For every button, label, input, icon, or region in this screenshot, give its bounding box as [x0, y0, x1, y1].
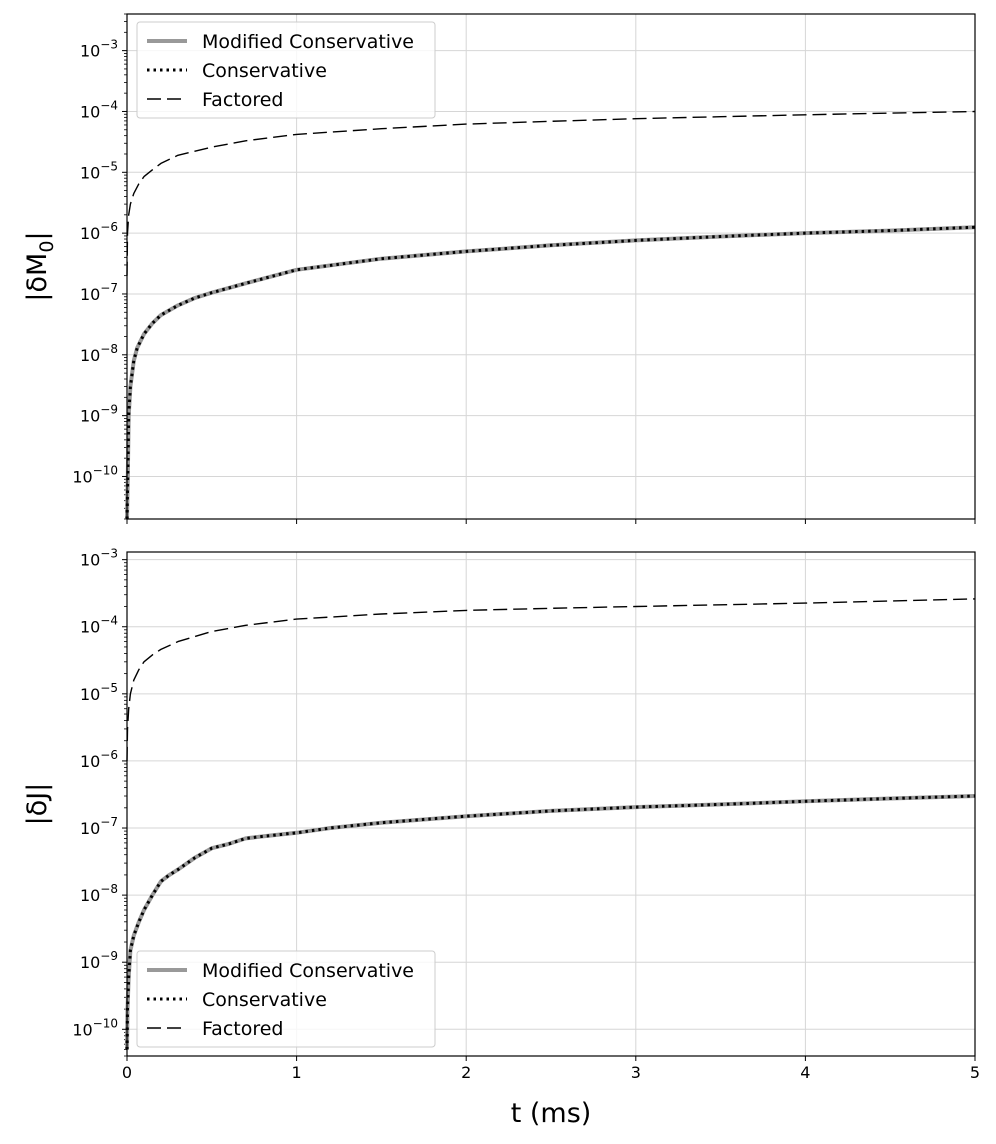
y-tick-label: 10−9	[80, 949, 118, 972]
y-tick-label: 10−4	[80, 98, 118, 121]
y-tick-label: 10−8	[80, 342, 118, 365]
y-tick-base: 10	[80, 346, 100, 365]
y-tick-base: 10	[80, 685, 100, 704]
y-tick-base: 10	[80, 42, 100, 61]
y-tick-base: 10	[80, 285, 100, 304]
y-tick-exponent: −10	[93, 1016, 118, 1030]
series-line-modified-conservative	[125, 794, 976, 1050]
x-tick-label: 2	[461, 1063, 471, 1082]
y-tick-base: 10	[80, 953, 100, 972]
legend: Modified Conservative Conservative Factore…	[136, 950, 436, 1048]
x-axis: 0 1 2 3 4 5	[122, 1056, 980, 1082]
legend-box	[136, 950, 436, 1048]
y-tick-exponent: −3	[100, 547, 118, 561]
y-tick-label: 10−4	[80, 614, 118, 637]
x-tick-label: 4	[800, 1063, 810, 1082]
y-tick-exponent: −9	[100, 949, 118, 963]
y-axis-label-base: |δM	[22, 253, 53, 302]
y-tick-label: 10−6	[80, 220, 118, 243]
x-axis	[126, 519, 976, 524]
y-tick-exponent: −8	[100, 882, 118, 896]
y-tick-base: 10	[72, 1020, 92, 1039]
legend-label: Factored	[202, 1018, 284, 1040]
y-tick-base: 10	[80, 407, 100, 426]
y-tick-label: 10−9	[80, 403, 118, 426]
y-tick-exponent: −5	[100, 159, 118, 173]
y-tick-exponent: −3	[100, 38, 118, 52]
y-tick-label: 10−6	[80, 748, 118, 771]
y-tick-exponent: −5	[100, 681, 118, 695]
y-tick-exponent: −4	[100, 98, 118, 112]
y-tick-label: 10−3	[80, 547, 118, 570]
y-tick-base: 10	[80, 886, 100, 905]
y-tick-label: 10−7	[80, 281, 118, 304]
y-tick-exponent: −6	[100, 748, 118, 762]
series-group	[125, 110, 976, 520]
y-axis-label: |δM0|	[22, 231, 58, 301]
y-tick-base: 10	[80, 618, 100, 637]
y-tick-base: 10	[80, 163, 100, 182]
x-tick-label: 5	[970, 1063, 980, 1082]
x-axis-label: t (ms)	[511, 1098, 592, 1129]
y-axis-label-end: |	[22, 231, 53, 240]
axes-frame	[126, 13, 976, 520]
x-tick-label: 1	[292, 1063, 302, 1082]
y-tick-label: 10−10	[72, 463, 118, 486]
y-tick-base: 10	[80, 752, 100, 771]
y-tick-base: 10	[80, 819, 100, 838]
y-tick-exponent: −4	[100, 614, 118, 628]
y-tick-base: 10	[72, 467, 92, 486]
chart-panel-2: 0 1 2 3 4 510−1010−910−810−710−610−510−410−3|…	[22, 547, 980, 1129]
y-tick-base: 10	[80, 224, 100, 243]
legend-label: Modified Conservative	[202, 31, 414, 53]
chart-panel-1: 10−1010−910−810−710−610−510−410−3|δM0|Mo…	[22, 13, 976, 524]
y-tick-exponent: −10	[93, 463, 118, 477]
series-line-modified-conservative	[125, 225, 976, 520]
panels: 10−1010−910−810−710−610−510−410−3|δM0|Mo…	[22, 13, 980, 1129]
y-tick-label: 10−7	[80, 815, 118, 838]
y-tick-exponent: −6	[100, 220, 118, 234]
legend-label: Factored	[202, 89, 284, 111]
legend-box	[136, 21, 436, 119]
series-line-factored	[126, 598, 976, 761]
y-tick-base: 10	[80, 551, 100, 570]
legend: Modified Conservative Conservative Factore…	[136, 21, 436, 119]
y-tick-exponent: −7	[100, 815, 118, 829]
y-tick-label: 10−5	[80, 159, 118, 182]
legend-label: Modified Conservative	[202, 960, 414, 982]
y-tick-exponent: −7	[100, 281, 118, 295]
legend-label: Conservative	[202, 989, 327, 1011]
legend-label: Conservative	[202, 60, 327, 82]
y-tick-exponent: −9	[100, 403, 118, 417]
y-tick-label: 10−10	[72, 1016, 118, 1039]
y-tick-exponent: −8	[100, 342, 118, 356]
y-axis-label-sub: 0	[36, 241, 58, 253]
y-tick-base: 10	[80, 102, 100, 121]
axes-frame	[126, 551, 976, 1057]
x-tick-label: 0	[122, 1063, 132, 1082]
x-tick-label: 3	[631, 1063, 641, 1082]
series-group	[125, 598, 976, 1050]
y-axis-label: |δJ|	[22, 783, 53, 826]
y-tick-label: 10−8	[80, 882, 118, 905]
y-tick-label: 10−5	[80, 681, 118, 704]
y-tick-label: 10−3	[80, 38, 118, 61]
